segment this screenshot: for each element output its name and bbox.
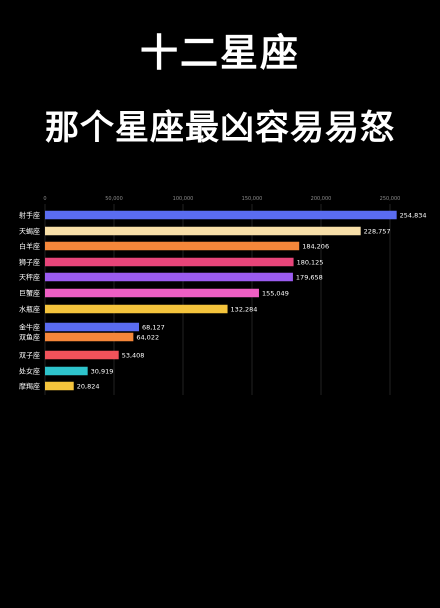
bar [45,304,228,314]
bar [45,210,397,220]
x-tick-label: 200,000 [311,196,332,202]
category-label: 金牛座 [19,323,40,332]
category-label: 天秤座 [19,273,40,282]
x-tick-label: 150,000 [242,196,263,202]
category-label: 天蝎座 [19,227,40,236]
x-tick-label: 250,000 [380,196,401,202]
bar [45,322,140,332]
category-label: 摩羯座 [19,382,40,391]
page-title: 十二星座 [139,31,300,75]
page-subtitle: 那个星座最凶容易易怒 [45,108,395,148]
value-label: 155,049 [262,289,289,297]
bar [45,288,259,298]
value-label: 132,284 [231,305,258,313]
value-label: 30,919 [91,367,114,375]
x-tick-label: 50,000 [105,196,123,202]
category-label: 白羊座 [19,242,40,251]
value-label: 184,206 [302,242,329,250]
value-label: 180,125 [297,258,324,266]
value-label: 20,824 [77,382,100,390]
bar [45,257,294,267]
category-label: 双鱼座 [19,333,40,342]
bar [45,226,361,236]
value-label: 53,408 [122,351,145,359]
category-label: 处女座 [19,367,40,376]
x-tick-label: 100,000 [173,196,194,202]
chart-panel: 0 50,000 100,000 150,000 200,000 250,000 射手座 25… [0,185,440,425]
category-label: 水瓶座 [19,305,40,314]
category-label: 射手座 [19,211,40,220]
bar [45,381,74,391]
value-label: 179,658 [296,273,323,281]
category-label: 双子座 [19,351,40,360]
value-label: 64,022 [136,333,159,341]
value-label: 228,757 [364,227,391,235]
x-tick-label: 0 [43,196,46,202]
bar-chart: 0 50,000 100,000 150,000 200,000 250,000 射手座 25… [19,196,427,395]
category-label: 巨蟹座 [19,289,40,298]
category-label: 狮子座 [19,258,40,267]
bar [45,241,300,251]
bar [45,366,88,376]
bar [45,272,293,282]
bar [45,332,134,342]
bar [45,350,119,360]
value-label: 68,127 [142,323,165,331]
value-label: 254,834 [400,211,427,219]
